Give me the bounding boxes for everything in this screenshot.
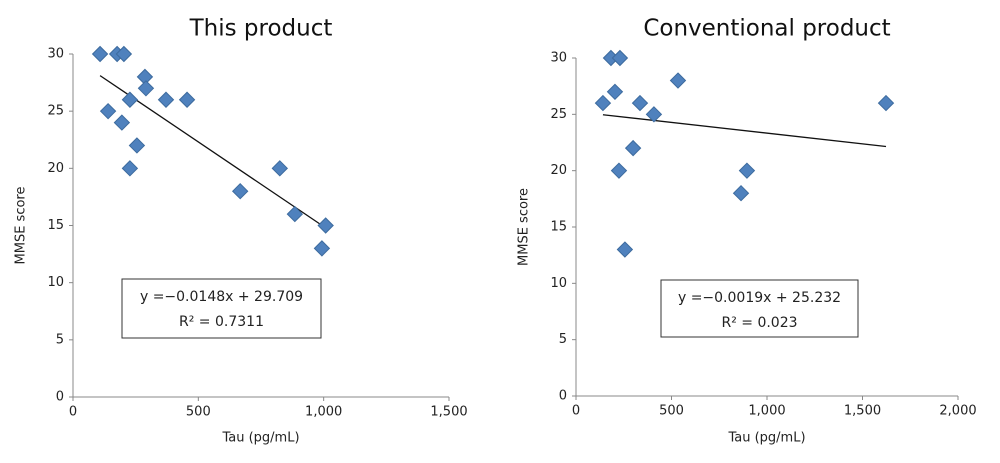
y-tick-label: 5	[56, 332, 64, 347]
y-tick-label: 30	[550, 51, 567, 66]
scatter-point	[178, 91, 196, 108]
x-tick-label: 1,500	[844, 404, 881, 419]
y-axis-label: MMSE score	[517, 188, 532, 266]
scatter-point	[313, 240, 331, 257]
scatter-point	[115, 45, 133, 63]
scatter-point	[99, 102, 117, 120]
scatter-point	[631, 94, 649, 112]
y-tick-label: 20	[47, 161, 64, 176]
r-squared: R² = 0.023	[721, 315, 797, 331]
scatter-point	[137, 80, 155, 97]
equation: y =−0.0148x + 29.709	[140, 289, 303, 305]
scatter-point	[286, 205, 304, 223]
r-squared: R² = 0.7311	[179, 314, 264, 330]
scatter-point	[121, 91, 139, 108]
trendline	[99, 75, 327, 229]
scatter-point	[157, 91, 175, 108]
y-tick-label: 0	[559, 389, 567, 404]
y-tick-label: 25	[550, 107, 567, 122]
scatter-point	[645, 106, 663, 123]
y-tick-label: 15	[47, 218, 64, 233]
scatter-point	[738, 162, 756, 179]
y-tick-label: 25	[47, 104, 64, 119]
scatter-point	[271, 160, 289, 177]
y-tick-label: 20	[550, 163, 567, 178]
scatter-point	[317, 217, 334, 234]
x-tick-label: 1,000	[748, 404, 785, 419]
x-axis-label: Tau (pg/mL)	[727, 431, 805, 446]
y-tick-label: 10	[47, 275, 64, 290]
x-axis-label: Tau (pg/mL)	[221, 431, 299, 446]
scatter-point	[128, 137, 146, 154]
x-tick-label: 1,500	[430, 405, 467, 420]
y-tick-label: 10	[550, 276, 567, 291]
scatter-point	[113, 114, 131, 131]
y-tick-label: 0	[56, 390, 64, 405]
y-tick-label: 5	[559, 332, 567, 347]
x-tick-label: 1,000	[305, 405, 342, 420]
scatter-point	[121, 160, 139, 177]
x-tick-label: 500	[659, 404, 684, 419]
chart-title: Conventional product	[643, 16, 890, 42]
scatter-point	[91, 45, 109, 63]
y-axis-label: MMSE score	[14, 187, 29, 265]
scatter-point	[611, 49, 629, 67]
x-tick-label: 500	[186, 405, 211, 420]
scatter-point	[616, 241, 634, 258]
x-tick-label: 2,000	[939, 404, 976, 419]
x-tick-label: 0	[69, 405, 77, 420]
equation-box	[660, 279, 859, 338]
scatter-point	[610, 162, 628, 179]
scatter-point	[594, 94, 612, 112]
equation: y =−0.0019x + 25.232	[678, 290, 841, 306]
x-tick-label: 0	[572, 404, 580, 419]
chart-title: This product	[189, 16, 333, 42]
y-tick-label: 30	[47, 47, 64, 62]
scatter-point	[669, 72, 687, 89]
scatter-point	[624, 139, 642, 157]
scatter-point	[606, 83, 624, 101]
scatter-point	[877, 94, 895, 112]
trendline	[602, 114, 887, 148]
equation-box	[121, 278, 322, 339]
scatter-point	[231, 182, 249, 200]
y-tick-label: 15	[550, 220, 567, 235]
scatter-point	[732, 184, 750, 202]
